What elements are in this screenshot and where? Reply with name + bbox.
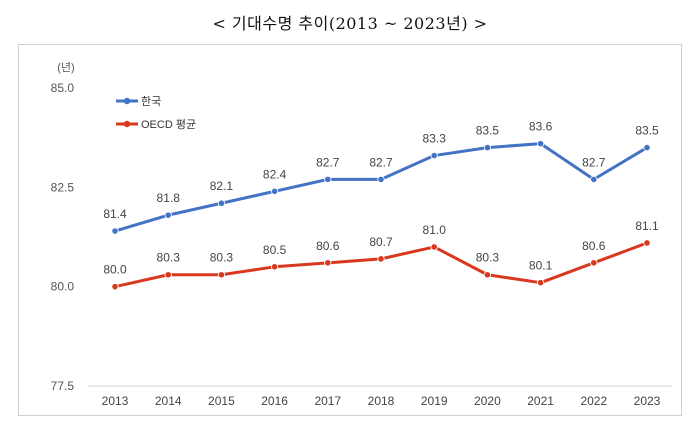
y-tick-label: 77.5 [51, 379, 75, 393]
data-point [270, 263, 279, 271]
data-label: 83.5 [635, 124, 659, 138]
data-label: 82.7 [316, 155, 340, 169]
x-tick-label: 2016 [261, 394, 288, 408]
data-label: 83.6 [529, 120, 553, 134]
data-label: 83.3 [423, 132, 447, 146]
data-label: 83.5 [476, 124, 500, 138]
data-label: 81.8 [157, 191, 181, 205]
y-tick-label: 80.0 [51, 280, 75, 294]
x-tick-label: 2015 [208, 394, 235, 408]
series-line [114, 241, 648, 289]
data-point [164, 271, 172, 279]
chart-frame [18, 44, 682, 416]
data-label: 81.0 [423, 223, 447, 237]
legend-label: 한국 [141, 95, 161, 108]
data-point [270, 187, 279, 195]
y-tick-label: 82.5 [51, 180, 75, 194]
data-label: 82.1 [210, 179, 234, 193]
data-label: 81.4 [103, 207, 127, 221]
data-label: 82.7 [369, 155, 393, 169]
data-point [483, 144, 491, 152]
data-point [536, 279, 545, 287]
legend-label: OECD 평균 [141, 118, 196, 131]
data-point [377, 175, 385, 183]
legend-swatch-marker [123, 120, 131, 128]
x-tick-label: 2013 [102, 394, 129, 408]
x-tick-label: 2017 [314, 394, 341, 408]
x-tick-label: 2014 [155, 394, 182, 408]
x-tick-label: 2019 [421, 394, 448, 408]
series-layer: 81.4 81.8 82.1 82.4 82.7 82.7 83.3 83.5 83.6 82.7… [103, 120, 659, 291]
data-label: 80.1 [529, 259, 553, 273]
data-point [217, 271, 225, 279]
data-point [111, 227, 119, 235]
data-label: 81.1 [635, 219, 659, 233]
x-tick-label: 2020 [474, 394, 501, 408]
y-tick-label: 85.0 [51, 81, 75, 95]
data-point [536, 140, 545, 148]
data-point [111, 283, 119, 291]
data-point [217, 199, 225, 207]
data-label: 82.4 [263, 167, 287, 181]
data-label: 80.6 [316, 239, 340, 253]
legend-swatch-marker [123, 97, 131, 105]
data-point [164, 211, 172, 219]
data-point [643, 144, 651, 152]
x-tick-label: 2018 [368, 394, 395, 408]
data-point [483, 271, 491, 279]
data-point [643, 239, 651, 247]
data-label: 80.3 [476, 251, 500, 265]
x-tick-label: 2021 [527, 394, 554, 408]
data-label: 80.3 [210, 251, 234, 265]
data-label: 82.7 [582, 155, 606, 169]
data-point [324, 259, 332, 267]
data-label: 80.7 [369, 235, 393, 249]
data-label: 80.5 [263, 243, 287, 257]
data-point [590, 259, 598, 267]
axis-layer: (년) 77.5 80.0 82.5 85.0 2013 2014 2015 2016 2017 2… [51, 61, 672, 408]
y-unit-label: (년) [57, 61, 74, 74]
data-point [430, 151, 438, 160]
data-label: 80.0 [103, 263, 127, 277]
data-label: 80.6 [582, 239, 606, 253]
chart-title: < 기대수명 추이(2013 ~ 2023년) > [212, 14, 488, 33]
chart-legend: 한국 OECD 평균 [116, 95, 196, 131]
x-tick-label: 2023 [634, 394, 661, 408]
x-tick-label: 2022 [580, 394, 607, 408]
data-label: 80.3 [157, 251, 181, 265]
data-point [430, 243, 438, 251]
data-point [377, 255, 385, 263]
data-point [324, 175, 332, 183]
data-point [590, 175, 598, 183]
